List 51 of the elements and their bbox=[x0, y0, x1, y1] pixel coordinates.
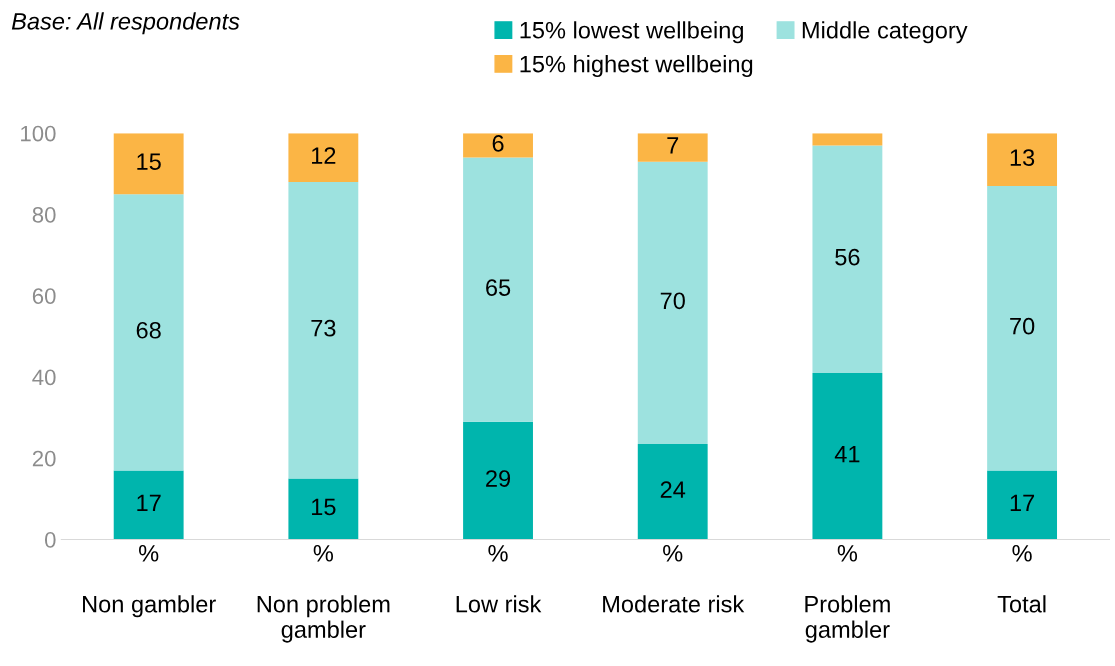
legend-label: Middle category bbox=[802, 21, 968, 44]
data-label: 56 bbox=[835, 248, 860, 266]
category-label: % Problem gambler bbox=[805, 545, 890, 643]
bar bbox=[288, 181, 359, 479]
bar bbox=[113, 194, 184, 471]
y-tick-label: 0 bbox=[44, 531, 56, 548]
legend-label: 15% lowest wellbeing bbox=[520, 21, 743, 44]
data-label: 15 bbox=[137, 153, 161, 171]
bar bbox=[113, 470, 184, 540]
bar bbox=[637, 133, 708, 162]
data-label: 7 bbox=[667, 137, 679, 154]
category-label: % Low risk bbox=[456, 545, 542, 613]
data-label: 70 bbox=[660, 292, 685, 310]
bar bbox=[463, 421, 533, 540]
bar bbox=[463, 157, 533, 422]
bar bbox=[463, 133, 533, 158]
legend-label: 15% highest wellbeing bbox=[520, 55, 753, 78]
y-tick-label: 80 bbox=[32, 206, 56, 223]
bar bbox=[812, 145, 883, 373]
data-label: 41 bbox=[834, 446, 860, 463]
bar bbox=[637, 443, 708, 540]
category-label: % Total bbox=[997, 545, 1046, 613]
bar bbox=[812, 372, 883, 540]
data-label: 70 bbox=[1010, 317, 1035, 335]
category-label: % Moderate risk bbox=[603, 545, 745, 613]
bar bbox=[812, 133, 883, 146]
bar bbox=[987, 470, 1058, 540]
data-label: 65 bbox=[486, 279, 511, 296]
data-label: 17 bbox=[1010, 494, 1035, 512]
category-label: % Non gambler bbox=[83, 545, 216, 618]
data-label: 17 bbox=[137, 494, 161, 512]
category-label: % Non problem gambler bbox=[257, 545, 390, 643]
bar bbox=[288, 478, 359, 540]
bar bbox=[288, 133, 359, 182]
bar bbox=[637, 161, 708, 444]
chart-subtitle: Base: All respondents bbox=[11, 12, 240, 35]
bar bbox=[987, 186, 1058, 471]
bar bbox=[113, 133, 184, 195]
data-label: 68 bbox=[136, 321, 161, 339]
data-label: 13 bbox=[1010, 149, 1035, 166]
y-tick-label: 60 bbox=[32, 288, 56, 304]
data-label: 73 bbox=[311, 319, 336, 337]
bar bbox=[987, 133, 1058, 187]
data-label: 29 bbox=[486, 470, 511, 487]
data-label: 12 bbox=[312, 147, 336, 164]
data-label: 24 bbox=[660, 481, 686, 498]
y-tick-label: 100 bbox=[21, 125, 56, 142]
data-label: 15 bbox=[312, 498, 336, 516]
y-tick-label: 20 bbox=[32, 450, 56, 467]
data-label: 6 bbox=[492, 135, 504, 152]
y-tick-label: 40 bbox=[32, 369, 56, 386]
